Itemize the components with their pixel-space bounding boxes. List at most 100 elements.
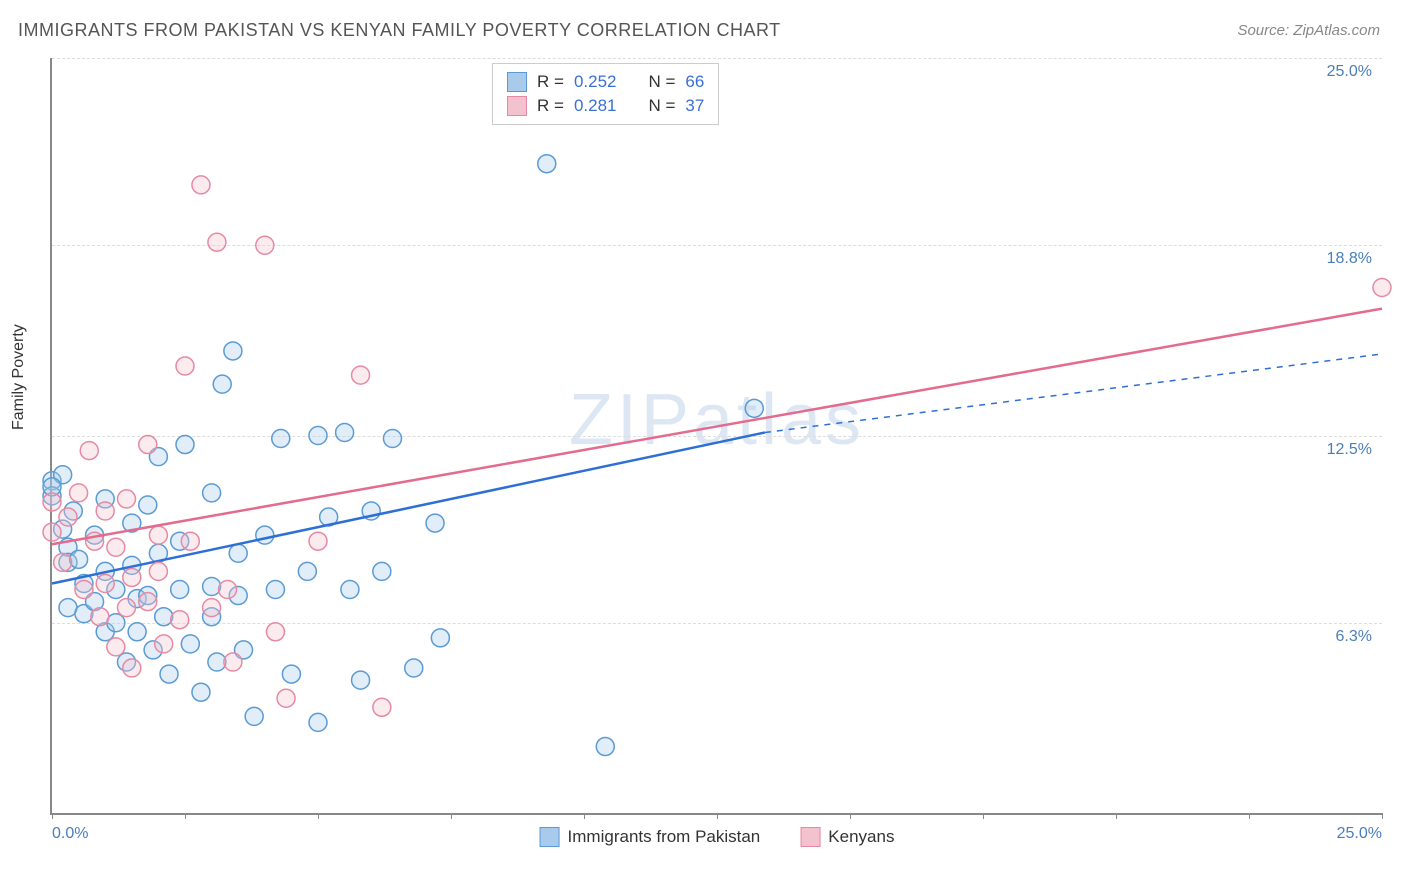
scatter-point xyxy=(160,665,178,683)
scatter-point xyxy=(745,399,763,417)
scatter-point xyxy=(96,574,114,592)
scatter-point xyxy=(117,599,135,617)
scatter-point xyxy=(245,707,263,725)
scatter-point xyxy=(309,427,327,445)
legend-label-kenyans: Kenyans xyxy=(828,827,894,847)
x-tick-mark xyxy=(717,813,718,819)
scatter-point xyxy=(155,635,173,653)
scatter-point xyxy=(224,342,242,360)
x-tick-mark xyxy=(451,813,452,819)
scatter-point xyxy=(373,698,391,716)
swatch-pakistan-icon xyxy=(507,72,527,92)
scatter-point xyxy=(277,689,295,707)
x-tick-mark xyxy=(1249,813,1250,819)
scatter-point xyxy=(309,532,327,550)
scatter-point xyxy=(352,366,370,384)
scatter-point xyxy=(43,523,61,541)
scatter-point xyxy=(171,581,189,599)
scatter-point xyxy=(219,581,237,599)
scatter-point xyxy=(128,623,146,641)
scatter-point xyxy=(155,608,173,626)
scatter-point xyxy=(181,635,199,653)
scatter-point xyxy=(59,508,77,526)
scatter-point xyxy=(123,659,141,677)
scatter-point xyxy=(224,653,242,671)
scatter-point xyxy=(139,593,157,611)
scatter-point xyxy=(91,608,109,626)
scatter-point xyxy=(70,484,88,502)
y-axis-title: Family Poverty xyxy=(10,324,28,430)
stats-n-value-kenyans: 37 xyxy=(685,96,704,116)
scatter-point xyxy=(213,375,231,393)
scatter-point xyxy=(431,629,449,647)
stats-n-value-pakistan: 66 xyxy=(685,72,704,92)
scatter-point xyxy=(139,436,157,454)
scatter-point xyxy=(70,550,88,568)
scatter-point xyxy=(596,738,614,756)
scatter-point xyxy=(256,526,274,544)
scatter-point xyxy=(107,638,125,656)
scatter-point xyxy=(139,496,157,514)
scatter-point xyxy=(75,581,93,599)
scatter-point xyxy=(256,236,274,254)
swatch-kenyans-icon xyxy=(507,96,527,116)
scatter-point xyxy=(282,665,300,683)
plot-area: ZIPatlas 6.3%12.5%18.8%25.0% R = 0.252 N… xyxy=(50,58,1382,815)
scatter-point xyxy=(229,544,247,562)
stats-n-label: N = xyxy=(648,96,675,116)
scatter-point xyxy=(192,683,210,701)
scatter-point xyxy=(123,568,141,586)
scatter-point xyxy=(298,562,316,580)
scatter-point xyxy=(203,578,221,596)
x-tick-mark xyxy=(1382,813,1383,819)
scatter-point xyxy=(373,562,391,580)
scatter-point xyxy=(176,436,194,454)
legend-label-pakistan: Immigrants from Pakistan xyxy=(568,827,761,847)
stats-row-kenyans: R = 0.281 N = 37 xyxy=(507,94,704,118)
scatter-point xyxy=(426,514,444,532)
stats-r-label: R = xyxy=(537,96,564,116)
x-tick-mark xyxy=(584,813,585,819)
scatter-point xyxy=(149,562,167,580)
stats-r-label: R = xyxy=(537,72,564,92)
scatter-point xyxy=(43,493,61,511)
bottom-legend: Immigrants from Pakistan Kenyans xyxy=(540,827,895,847)
stats-legend-box: R = 0.252 N = 66 R = 0.281 N = 37 xyxy=(492,63,719,125)
scatter-point xyxy=(192,176,210,194)
scatter-point xyxy=(538,155,556,173)
scatter-point xyxy=(181,532,199,550)
scatter-point xyxy=(203,599,221,617)
x-tick-mark xyxy=(850,813,851,819)
legend-item-pakistan: Immigrants from Pakistan xyxy=(540,827,761,847)
scatter-point xyxy=(117,490,135,508)
x-tick-mark xyxy=(318,813,319,819)
scatter-point xyxy=(54,553,72,571)
swatch-pakistan-icon xyxy=(540,827,560,847)
scatter-point xyxy=(1373,279,1391,297)
scatter-point xyxy=(341,581,359,599)
scatter-point xyxy=(266,623,284,641)
scatter-point xyxy=(405,659,423,677)
scatter-point xyxy=(266,581,284,599)
x-tick-label: 25.0% xyxy=(1337,825,1382,843)
stats-row-pakistan: R = 0.252 N = 66 xyxy=(507,70,704,94)
scatter-point xyxy=(107,538,125,556)
scatter-point xyxy=(171,611,189,629)
chart-title: IMMIGRANTS FROM PAKISTAN VS KENYAN FAMIL… xyxy=(18,20,781,41)
scatter-point xyxy=(336,423,354,441)
scatter-svg xyxy=(52,58,1382,813)
scatter-point xyxy=(309,713,327,731)
x-tick-mark xyxy=(983,813,984,819)
swatch-kenyans-icon xyxy=(800,827,820,847)
source-attribution: Source: ZipAtlas.com xyxy=(1237,22,1380,39)
scatter-point xyxy=(149,526,167,544)
x-tick-label: 0.0% xyxy=(52,825,88,843)
scatter-point xyxy=(272,430,290,448)
x-tick-mark xyxy=(185,813,186,819)
stats-n-label: N = xyxy=(648,72,675,92)
scatter-point xyxy=(96,502,114,520)
trend-line-dashed xyxy=(765,354,1382,433)
trend-line xyxy=(52,309,1382,545)
x-tick-mark xyxy=(52,813,53,819)
scatter-point xyxy=(208,233,226,251)
